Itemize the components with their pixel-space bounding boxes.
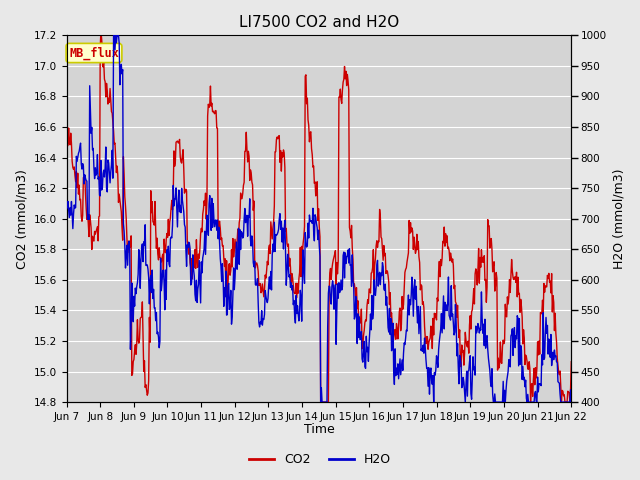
Legend: CO2, H2O: CO2, H2O [244, 448, 396, 471]
Y-axis label: H2O (mmol/m3): H2O (mmol/m3) [612, 168, 625, 269]
Text: MB_flux: MB_flux [69, 47, 119, 60]
Y-axis label: CO2 (mmol/m3): CO2 (mmol/m3) [15, 169, 28, 269]
Title: LI7500 CO2 and H2O: LI7500 CO2 and H2O [239, 15, 399, 30]
X-axis label: Time: Time [303, 423, 334, 436]
